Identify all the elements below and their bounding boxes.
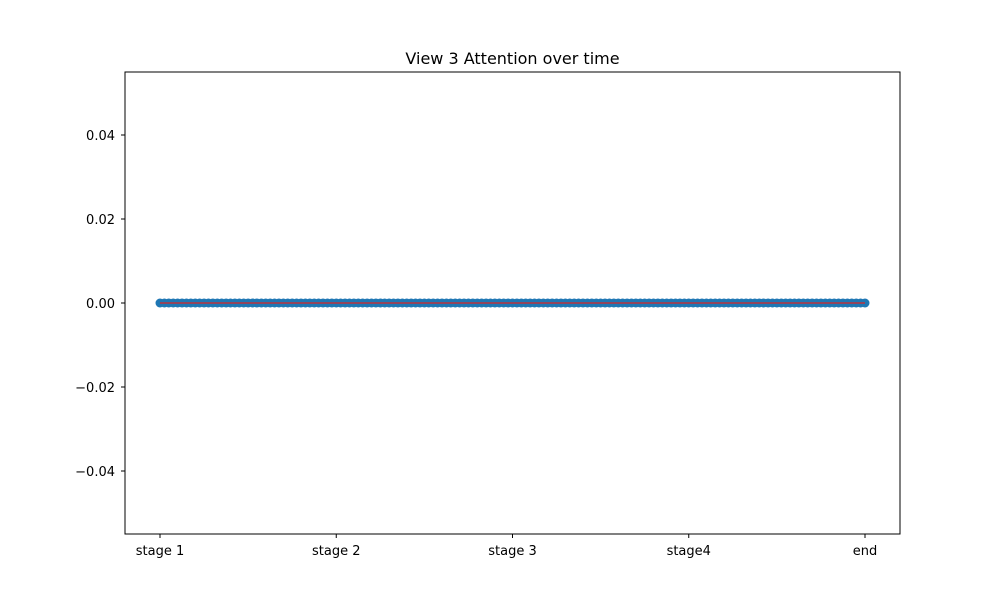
axes-frame (124, 71, 901, 535)
x-tick-label: stage 2 (312, 544, 361, 559)
chart-title: View 3 Attention over time (405, 49, 619, 68)
x-tick-label: stage 1 (136, 544, 185, 559)
x-tick-label: stage4 (667, 544, 711, 559)
y-tick-label: 0.02 (86, 213, 115, 228)
x-tick-label: stage 3 (488, 544, 537, 559)
x-tick-label: end (853, 544, 878, 559)
series-group (155, 298, 870, 308)
y-tick-label: 0.04 (86, 129, 115, 144)
plot-area: −0.04 −0.02 0.00 0.02 0.04 stage 1 stage 2 stag… (75, 129, 877, 559)
y-tick-label: −0.02 (75, 381, 115, 396)
y-tick-label: −0.04 (75, 465, 115, 480)
y-tick-label: 0.00 (86, 297, 115, 312)
